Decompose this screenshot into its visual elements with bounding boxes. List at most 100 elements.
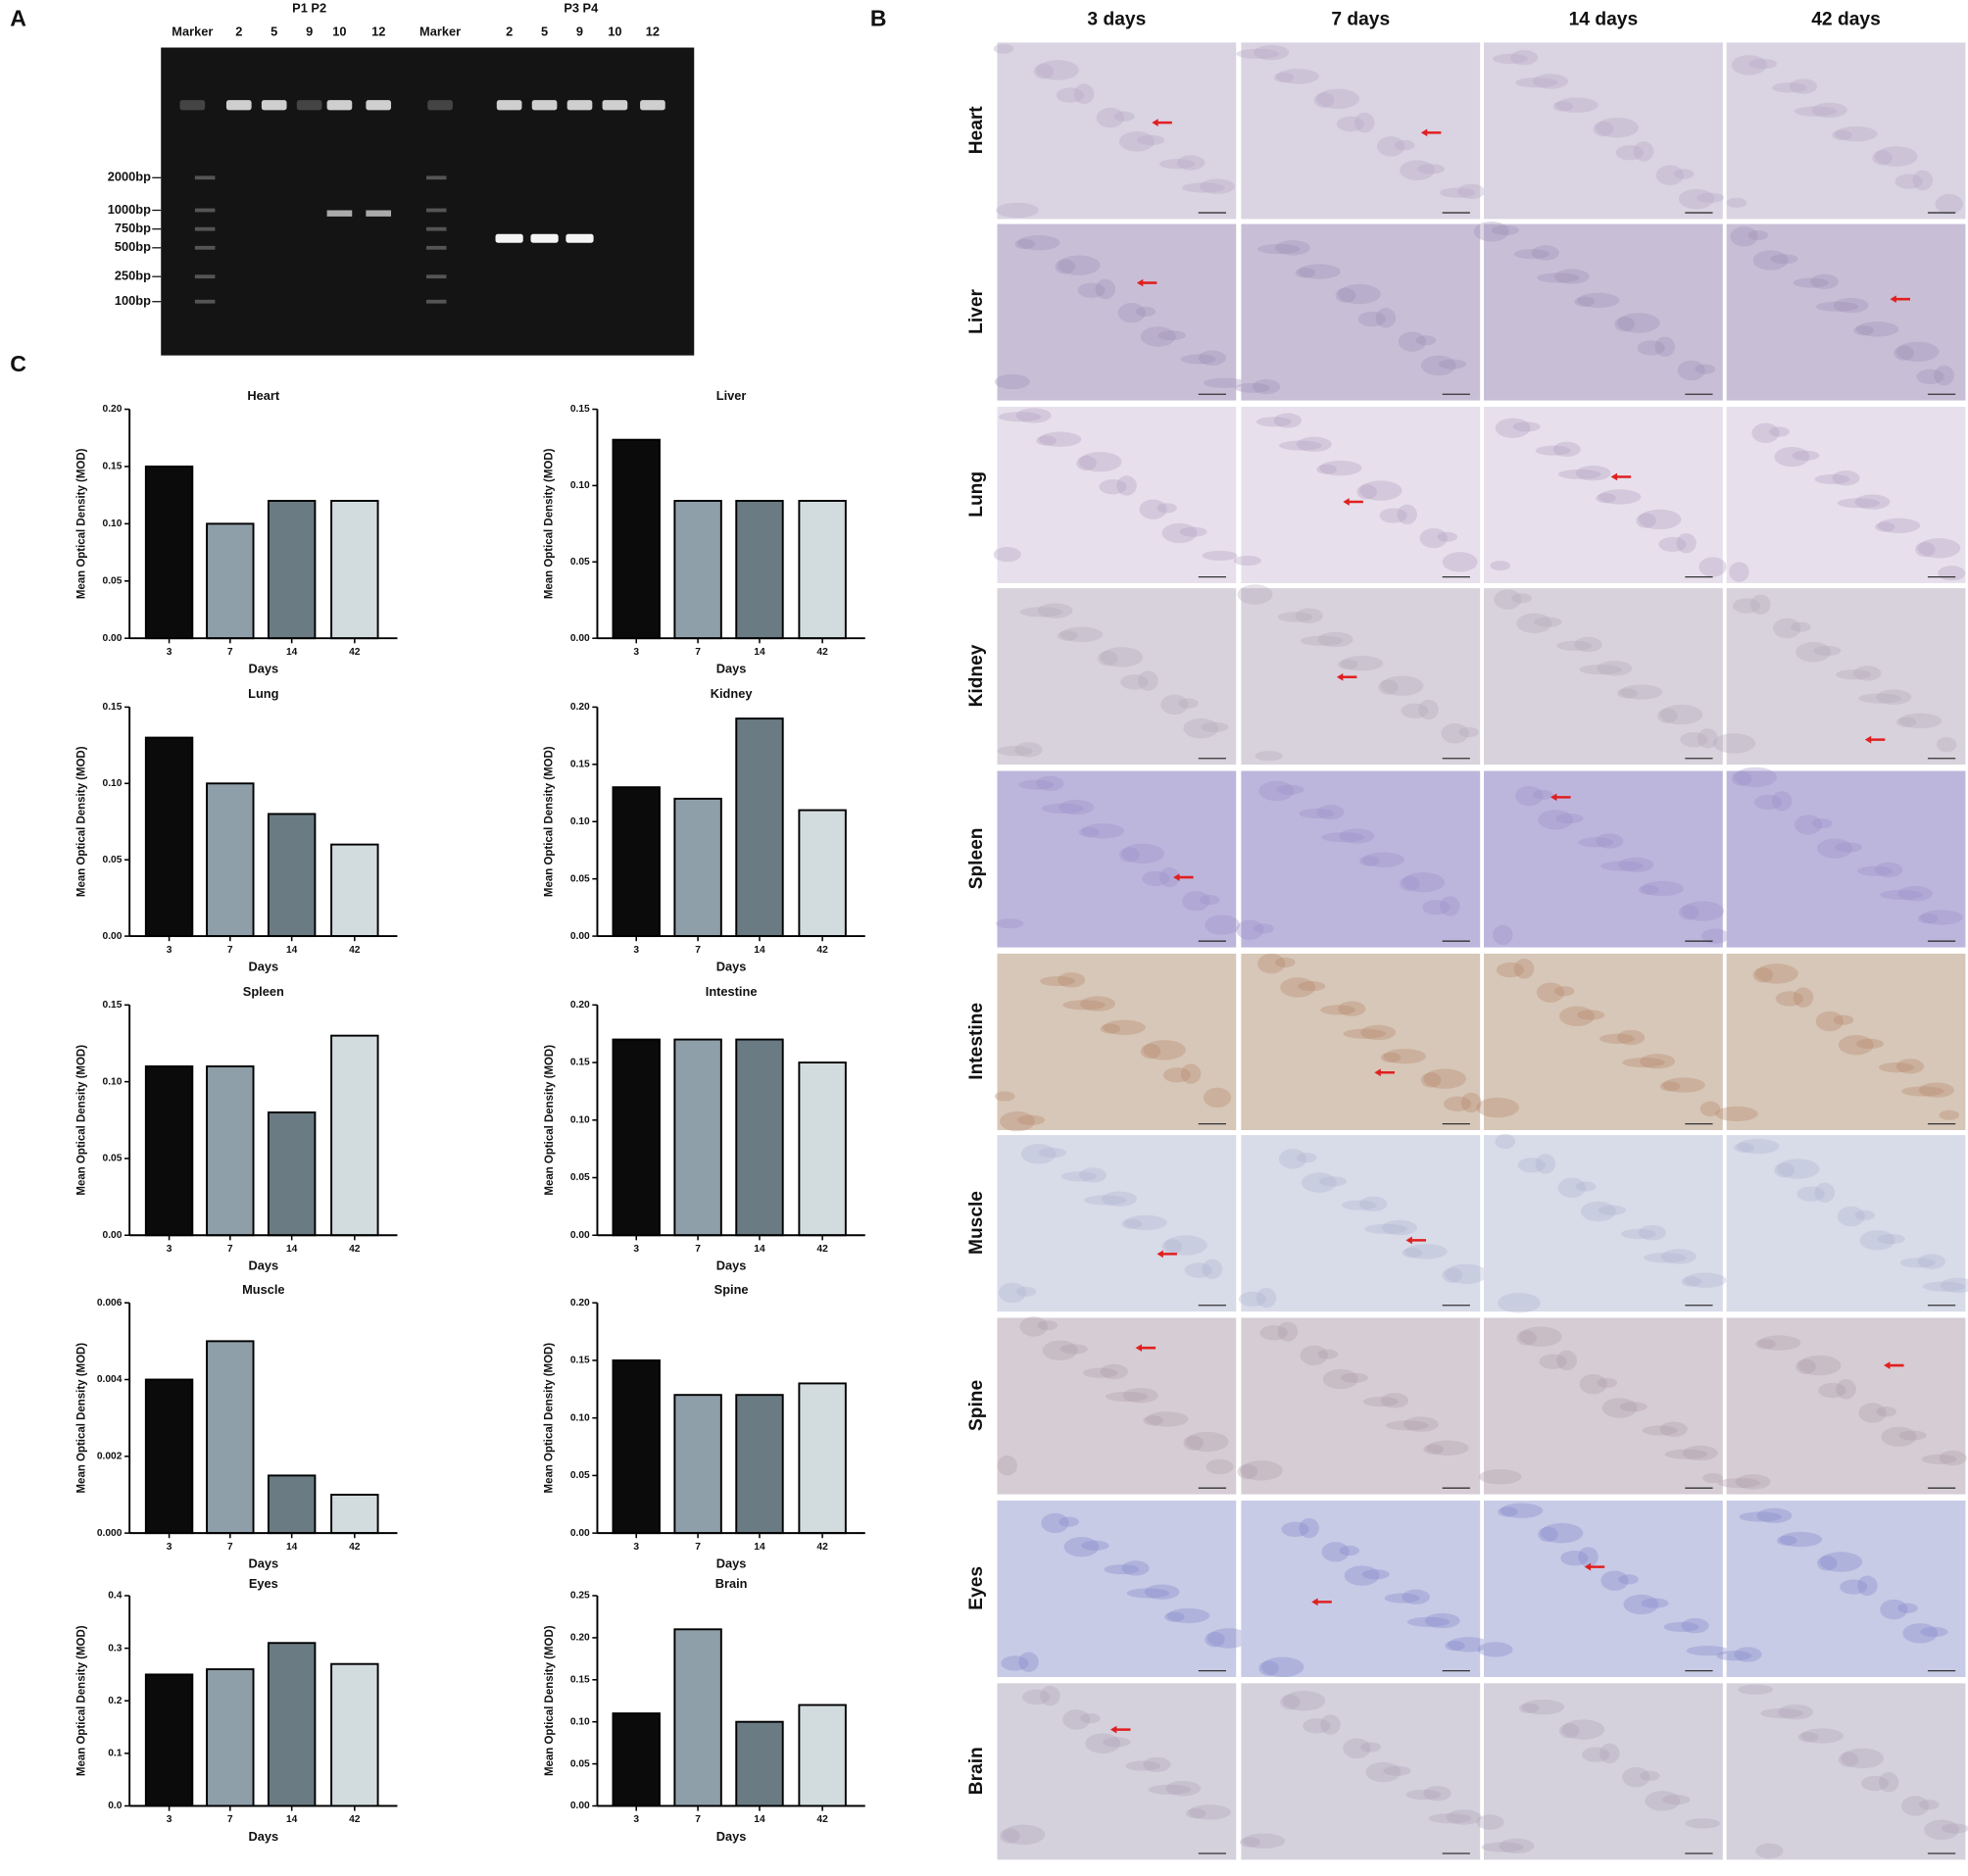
tissue-texture [1344,1565,1380,1586]
tissue-texture [1441,723,1469,744]
tissue-texture [1400,875,1420,892]
tissue-texture [1300,635,1344,646]
tissue-texture [1559,1723,1580,1739]
tissue-texture [1509,50,1539,66]
tissue-texture [1077,282,1106,298]
tissue-texture [1176,155,1205,171]
tissue-texture [1353,112,1375,133]
tissue-texture [1295,608,1323,623]
x-tick-label: 14 [754,1244,765,1255]
micrograph [1726,770,1966,948]
tissue-texture [1160,694,1189,716]
bar [206,782,255,938]
lane-label: 10 [608,25,621,39]
tissue-texture [1500,1503,1544,1518]
micrograph [1241,1683,1481,1860]
x-tick-label: 3 [633,647,639,658]
tissue-texture [1898,1430,1927,1441]
tissue-texture [1858,693,1901,704]
tissue-texture [1556,1350,1577,1371]
tissue-texture [1018,1652,1039,1672]
tissue-texture [1894,345,1914,361]
tissue-texture [1058,799,1095,815]
tissue-texture [1277,1321,1299,1342]
tissue-texture [1402,1416,1439,1432]
bar [612,1038,661,1237]
tissue-texture [1617,688,1638,699]
y-tick-label: 0.05 [103,575,123,586]
tissue-texture [1832,470,1860,486]
micrograph [1726,588,1966,765]
tissue-texture [1750,594,1771,615]
tissue-texture [1700,928,1730,944]
y-tick-label: 0.05 [570,873,590,884]
x-tick-label: 14 [286,647,298,658]
tissue-texture [1617,313,1660,333]
marker-band [425,274,447,279]
well-band [566,100,593,111]
column-label: 7 days [1331,10,1390,30]
tissue-texture [1735,1474,1771,1490]
lane-label: 9 [576,25,583,39]
tissue-texture [1422,900,1451,915]
tissue-texture [1257,243,1301,255]
tissue-texture [1637,340,1665,356]
tissue-texture [1696,192,1725,203]
tissue-texture [1817,1555,1838,1571]
tissue-texture [1446,1809,1482,1825]
tissue-texture [1101,1191,1137,1207]
tissue-texture [1498,1292,1541,1313]
tissue-texture [1384,1593,1420,1604]
tissue-texture [1397,504,1418,525]
tissue-texture [1182,891,1210,912]
tissue-texture [1339,828,1375,844]
tissue-texture [1340,656,1384,671]
lane-label: 2 [235,25,242,39]
tissue-texture [1277,612,1313,622]
tissue-texture [1578,837,1614,848]
tissue-texture [1859,1230,1895,1251]
tissue-texture [1437,531,1458,542]
bar [206,1668,255,1807]
micrograph [997,223,1237,401]
tissue-texture [1113,111,1135,122]
arrow-head [1135,1344,1143,1352]
tissue-texture [1748,59,1777,70]
y-axis-label: Mean Optical Density (MOD) [75,1045,87,1196]
tissue-texture [1358,480,1402,501]
tissue-texture [1080,996,1116,1012]
tissue-texture [1837,498,1881,509]
tissue-texture [1316,805,1345,820]
chart-title: Spine [714,1282,749,1297]
tissue-texture [1200,178,1235,194]
tissue-texture [1552,441,1581,458]
bar [330,500,379,640]
tissue-texture [1117,302,1146,323]
micrograph [1484,1135,1723,1312]
tissue-texture [1299,1517,1319,1539]
y-tick-label: 0.20 [103,404,123,415]
tissue-texture [1252,378,1281,395]
y-axis-label: Mean Optical Density (MOD) [544,1045,556,1196]
x-tick-label: 3 [633,1244,639,1255]
tissue-texture [1495,418,1531,438]
bar [798,1703,847,1807]
x-tick-label: 42 [349,1542,361,1553]
tissue-texture [1275,240,1310,256]
tissue-texture [1734,766,1777,788]
tissue-texture [1385,1420,1429,1431]
tissue-texture [1316,464,1337,474]
tissue-texture [1533,74,1568,89]
tissue-texture [1237,584,1273,605]
tissue-texture [1556,640,1593,651]
tissue-texture [1058,630,1078,641]
micrograph [1726,1500,1966,1677]
chart-title: Spleen [243,984,284,999]
lane-label: 12 [646,25,660,39]
tissue-texture [1380,1052,1402,1063]
bar [735,1720,784,1807]
tissue-texture [1920,1626,1948,1638]
tissue-texture [1473,222,1509,242]
tissue-texture [1917,1254,1945,1269]
tissue-texture [1299,808,1335,819]
